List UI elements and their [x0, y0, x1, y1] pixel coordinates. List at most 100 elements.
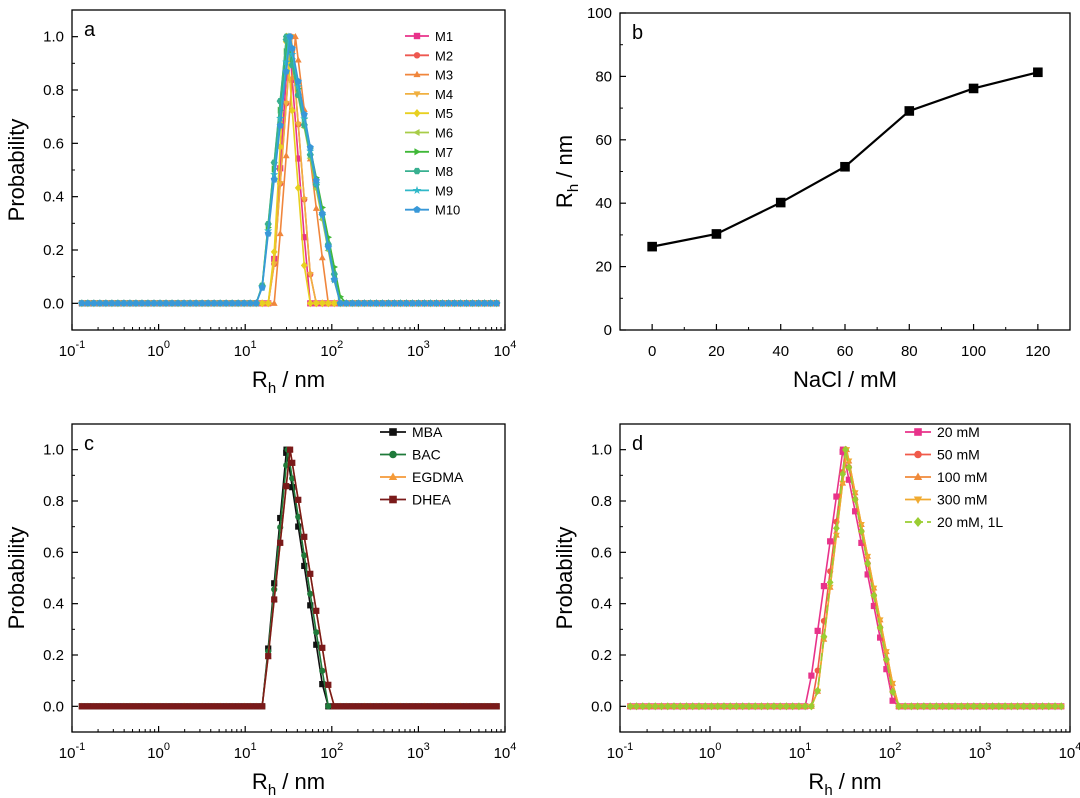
- data-point-a-9-28: [246, 299, 254, 307]
- x-axis-label-d: Rh / nm: [808, 769, 881, 798]
- data-point-a-2-36: [291, 32, 299, 40]
- data-point-a-9-33: [276, 121, 284, 129]
- data-point-a-9-36: [288, 44, 296, 52]
- data-point-a-9-30: [258, 283, 266, 291]
- x-tick-label-c-3: 102: [320, 741, 343, 762]
- data-point-a-9-65: [463, 299, 471, 307]
- legend-marker-a-6: [414, 148, 421, 156]
- data-point-d-4-65: [1026, 702, 1034, 711]
- data-point-a-9-17: [180, 299, 188, 307]
- data-point-c-3-3: [96, 703, 103, 710]
- y-tick-label-b-2: 40: [595, 195, 612, 212]
- data-point-a-2-37: [294, 56, 302, 63]
- y-tick-label-d-2: 0.4: [591, 596, 612, 613]
- data-point-a-9-34: [282, 67, 290, 75]
- data-point-c-3-20: [198, 703, 206, 710]
- data-point-d-4-51: [939, 702, 947, 711]
- data-point-d-4-54: [957, 702, 965, 711]
- y-tick-label-d-0: 0.0: [591, 698, 612, 715]
- data-point-b-0-3: [840, 161, 850, 172]
- y-tick-label-a-3: 0.6: [43, 135, 64, 152]
- data-point-c-3-7: [120, 703, 128, 710]
- data-point-a-4-39: [306, 299, 314, 308]
- data-point-a-9-2: [90, 299, 98, 307]
- legend-marker-d-0: [914, 428, 922, 436]
- data-point-d-4-28: [801, 702, 809, 711]
- x-tick-label-d-2: 101: [789, 741, 812, 762]
- data-point-d-4-37: [851, 495, 859, 504]
- x-tick-label-d-0: 10-1: [607, 741, 633, 762]
- data-point-c-3-25: [229, 703, 236, 710]
- legend-marker-c-1: [389, 450, 397, 459]
- data-point-c-3-70: [493, 703, 500, 710]
- legend-label-a-5: M6: [435, 126, 453, 141]
- data-point-c-3-18: [186, 703, 194, 710]
- x-tick-label-c-0: 10-1: [59, 741, 85, 762]
- x-tick-label-c-2: 101: [234, 741, 257, 762]
- x-tick-label-b-6: 120: [1025, 343, 1050, 360]
- data-point-c-3-58: [421, 703, 428, 710]
- data-point-d-4-59: [989, 702, 996, 711]
- data-point-c-1-42: [325, 703, 332, 710]
- y-tick-label-a-4: 0.8: [43, 82, 64, 99]
- data-point-c-3-34: [283, 483, 290, 490]
- x-tick-label-a-4: 103: [407, 339, 430, 360]
- data-point-a-9-56: [408, 299, 416, 307]
- data-point-d-0-31: [820, 583, 828, 590]
- chart-panel-d: 10-1 100 101 102 103 104 0.0 0.2 0.4 0.6 0.8 1.0 Rh …: [552, 423, 1080, 798]
- data-point-a-4-36: [288, 106, 296, 115]
- data-point-c-3-28: [247, 703, 254, 710]
- data-point-d-4-61: [1001, 702, 1009, 711]
- data-point-a-9-43: [330, 275, 338, 283]
- data-point-c-3-33: [277, 539, 284, 546]
- data-point-c-3-44: [337, 703, 344, 710]
- data-point-a-9-27: [240, 299, 248, 307]
- x-axis-label-c: Rh / nm: [252, 769, 325, 798]
- legend-label-c-0: MBA: [412, 424, 443, 440]
- data-point-d-4-58: [982, 702, 990, 711]
- data-point-a-9-64: [457, 299, 465, 307]
- y-tick-label-a-1: 0.2: [43, 242, 64, 259]
- y-axis-label-a: Probability: [4, 119, 29, 222]
- data-point-a-8-37: [294, 82, 303, 91]
- y-tick-label-c-2: 0.4: [43, 596, 64, 613]
- data-point-a-9-19: [192, 299, 200, 307]
- data-point-d-4-30: [814, 686, 822, 695]
- data-point-a-9-52: [384, 299, 392, 307]
- series-line-b-0: [651, 71, 1039, 248]
- x-tick-label-d-1: 100: [699, 741, 722, 762]
- data-point-a-3-37: [294, 121, 302, 129]
- data-point-d-4-69: [1051, 702, 1059, 711]
- data-point-d-4-1: [633, 702, 640, 711]
- data-point-a-9-18: [186, 299, 194, 307]
- data-point-a-9-39: [306, 143, 314, 151]
- legend-label-a-6: M7: [435, 145, 453, 160]
- data-point-d-4-33: [832, 524, 840, 533]
- data-point-d-4-8: [676, 702, 684, 711]
- data-point-c-3-55: [403, 703, 410, 710]
- data-point-d-4-17: [733, 702, 740, 711]
- data-point-b-0-6: [1033, 67, 1043, 78]
- data-point-a-9-70: [493, 299, 501, 307]
- data-point-c-3-45: [343, 703, 350, 710]
- data-point-a-9-69: [487, 299, 495, 307]
- data-point-a-9-68: [481, 299, 489, 307]
- data-point-b-0-5: [968, 83, 979, 94]
- y-axis-label-d: Probability: [552, 527, 577, 630]
- panel-letter-d: d: [632, 433, 643, 455]
- data-point-c-3-36: [289, 459, 296, 466]
- data-point-a-4-31: [264, 299, 272, 308]
- data-point-c-3-46: [349, 703, 356, 710]
- data-point-a-4-38: [300, 261, 308, 270]
- data-point-c-3-16: [174, 703, 182, 710]
- data-point-d-0-30: [814, 627, 821, 634]
- data-point-c-3-69: [487, 703, 494, 710]
- data-point-c-3-24: [223, 703, 230, 710]
- data-point-c-3-4: [102, 703, 110, 710]
- data-point-a-8-33: [276, 113, 285, 122]
- data-point-a-9-22: [210, 299, 218, 307]
- data-point-a-9-55: [402, 299, 410, 307]
- data-point-a-9-32: [270, 175, 278, 183]
- data-point-a-9-67: [475, 299, 483, 307]
- data-point-a-9-54: [396, 299, 404, 307]
